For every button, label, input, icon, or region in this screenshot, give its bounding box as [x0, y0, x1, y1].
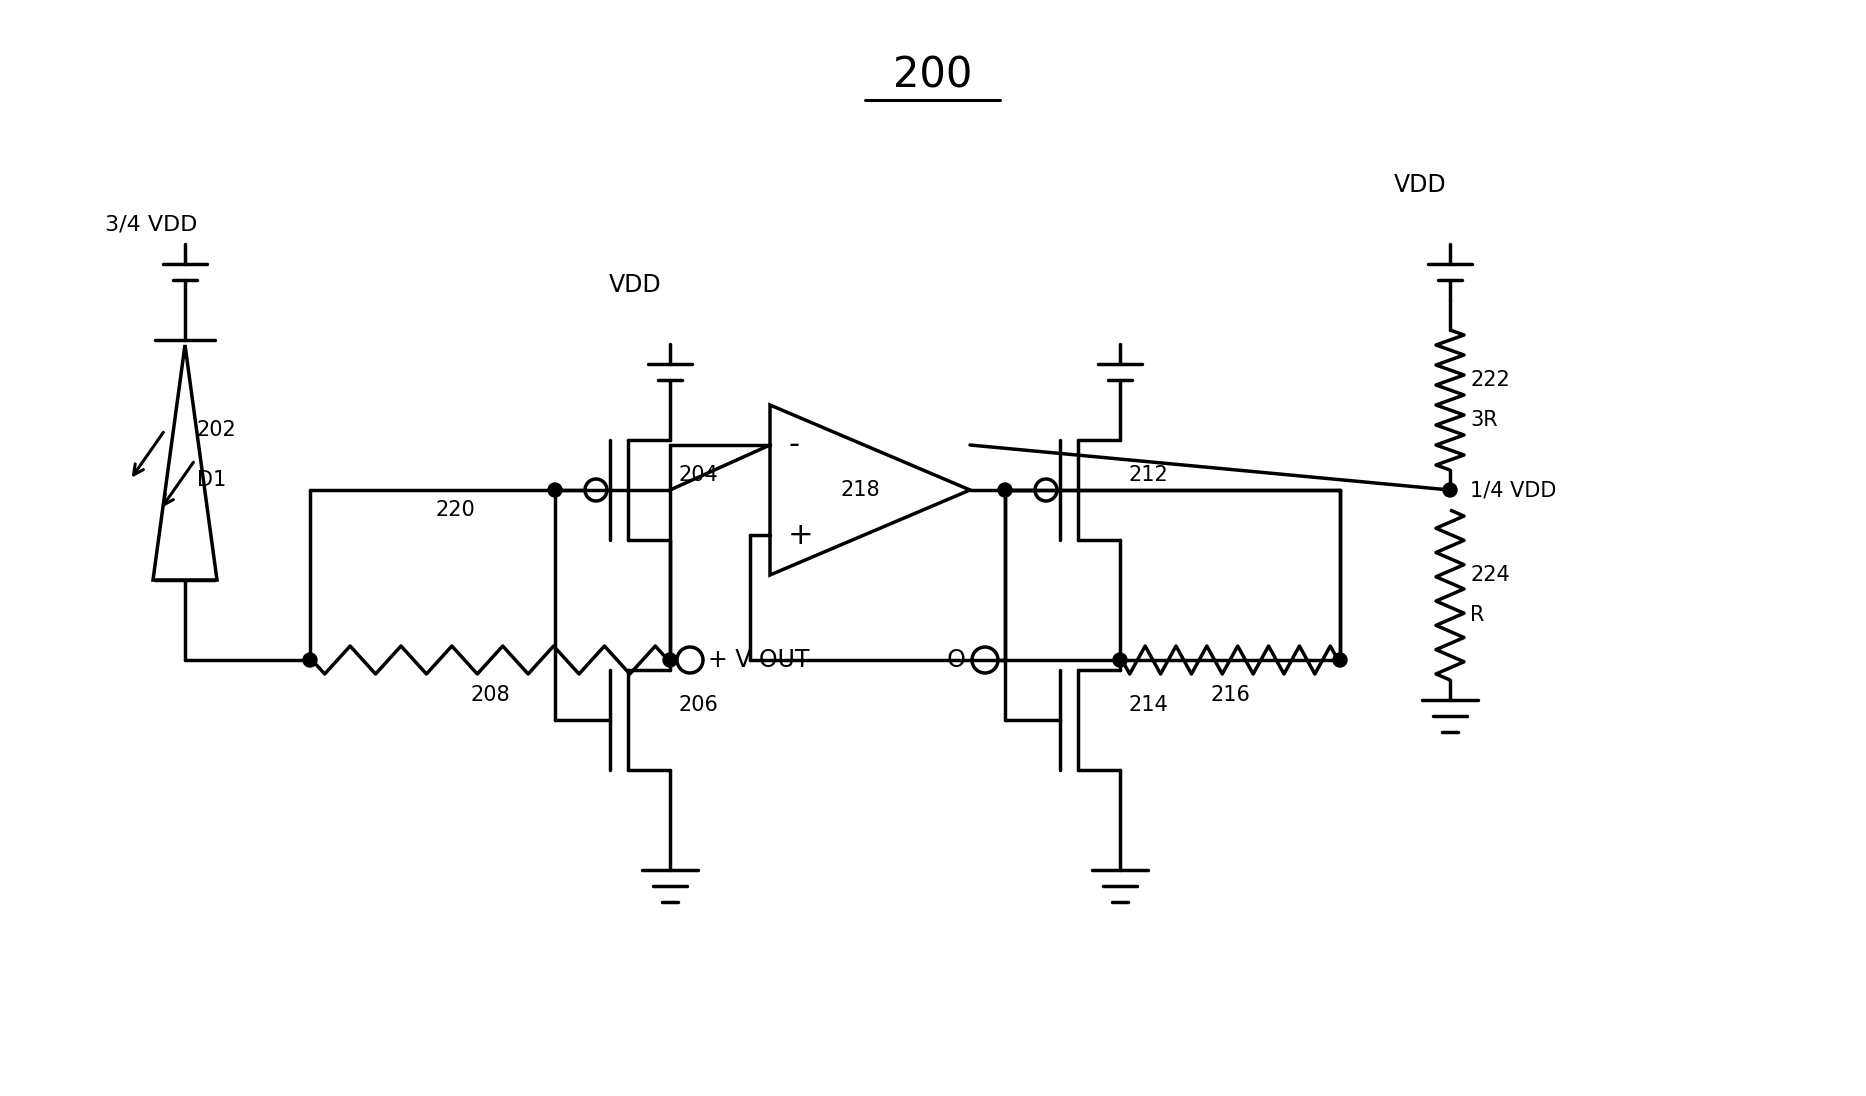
Text: + V OUT: + V OUT [707, 648, 810, 672]
Text: VDD: VDD [608, 273, 661, 297]
Text: +: + [787, 521, 814, 549]
Text: 224: 224 [1470, 566, 1510, 585]
Circle shape [1332, 653, 1347, 667]
Text: 206: 206 [677, 695, 718, 715]
Text: 1/4 VDD: 1/4 VDD [1470, 480, 1556, 500]
Text: -: - [787, 431, 799, 459]
Text: R: R [1470, 605, 1483, 625]
Text: 3/4 VDD: 3/4 VDD [104, 215, 198, 235]
Text: -O: -O [939, 648, 967, 672]
Circle shape [998, 483, 1011, 496]
Text: 204: 204 [677, 465, 718, 486]
Circle shape [1442, 483, 1457, 496]
Text: 208: 208 [470, 685, 509, 705]
Text: D1: D1 [198, 470, 226, 490]
Text: 222: 222 [1470, 370, 1510, 390]
Text: 216: 216 [1209, 685, 1250, 705]
Text: 220: 220 [435, 500, 476, 520]
Circle shape [1112, 653, 1127, 667]
Text: 218: 218 [840, 480, 879, 500]
Text: 212: 212 [1129, 465, 1168, 486]
Text: 214: 214 [1129, 695, 1168, 715]
Circle shape [662, 653, 677, 667]
Text: 200: 200 [894, 54, 972, 96]
Circle shape [549, 483, 562, 496]
Text: 3R: 3R [1470, 410, 1498, 430]
Text: VDD: VDD [1394, 173, 1446, 197]
Text: 202: 202 [198, 420, 237, 439]
Circle shape [302, 653, 317, 667]
